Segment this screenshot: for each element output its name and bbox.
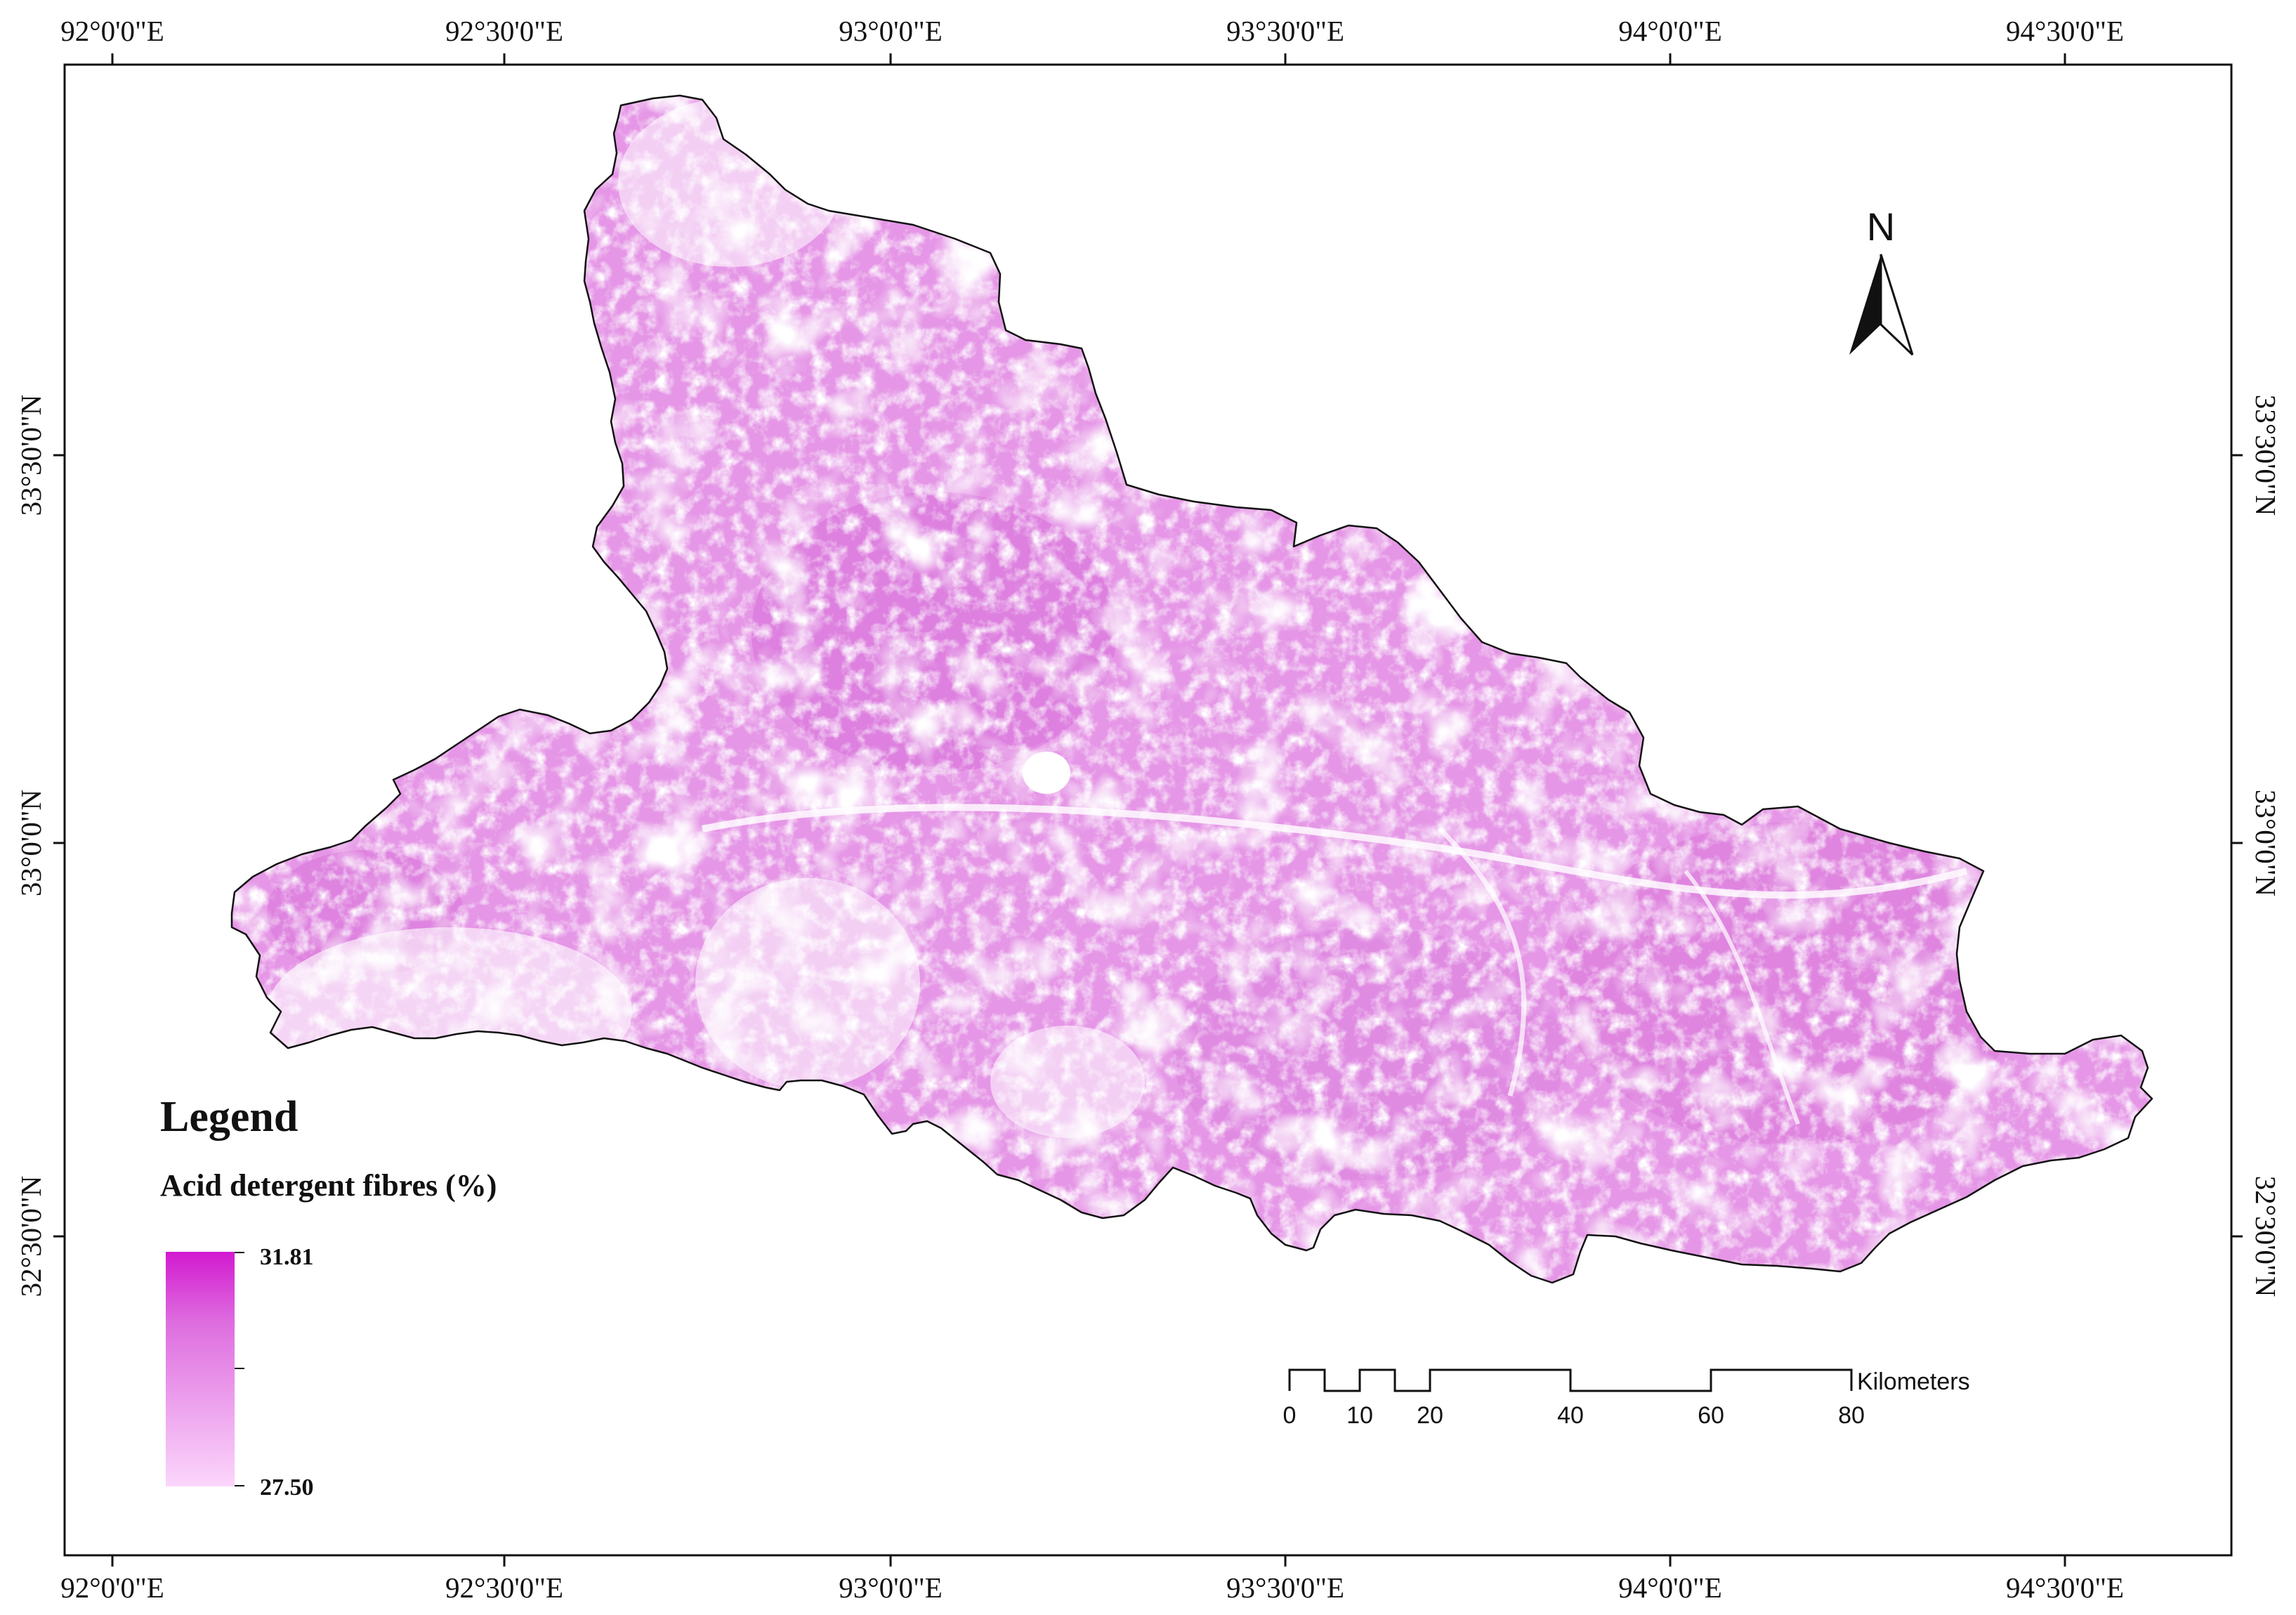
right-latitude-labels: 33°30'0"N 33°0'0"N 32°30'0"N — [2250, 395, 2282, 1297]
lake — [1023, 752, 1070, 794]
top-lon-label: 93°30'0"E — [1226, 15, 1344, 47]
bottom-lon-label: 93°0'0"E — [839, 1571, 943, 1604]
scale-tick-label: 10 — [1346, 1402, 1373, 1429]
left-latitude-labels: 33°30'0"N 33°0'0"N 32°30'0"N — [15, 395, 47, 1297]
right-lat-label: 32°30'0"N — [2250, 1176, 2282, 1297]
bottom-longitude-labels: 92°0'0"E 92°30'0"E 93°0'0"E 93°30'0"E 94… — [60, 1571, 2124, 1604]
right-lat-label: 33°30'0"N — [2250, 395, 2282, 516]
right-lat-label: 33°0'0"N — [2250, 790, 2282, 896]
left-lat-label: 33°30'0"N — [15, 395, 47, 516]
legend-subtitle: Acid detergent fibres (%) — [160, 1168, 497, 1203]
north-arrow-icon — [1849, 254, 1881, 355]
scale-tick-label: 80 — [1838, 1402, 1865, 1429]
top-lon-label: 94°0'0"E — [1618, 15, 1722, 47]
legend-max-label: 31.81 — [260, 1244, 314, 1270]
legend-min-label: 27.50 — [260, 1475, 314, 1500]
top-longitude-labels: 92°0'0"E 92°30'0"E 93°0'0"E 93°30'0"E 94… — [60, 15, 2124, 47]
light-zone — [618, 98, 843, 267]
top-lon-label: 92°0'0"E — [60, 15, 164, 47]
legend: Legend Acid detergent fibres (%) 31.81 2… — [160, 1093, 497, 1500]
scale-tick-label: 60 — [1698, 1402, 1724, 1429]
legend-color-ramp — [166, 1252, 235, 1486]
light-zone — [990, 1026, 1145, 1138]
light-zone — [695, 878, 920, 1089]
scale-unit-label: Kilometers — [1857, 1368, 1970, 1395]
north-label: N — [1867, 204, 1895, 249]
legend-title: Legend — [160, 1093, 298, 1141]
river — [702, 804, 1968, 899]
bottom-lon-label: 92°30'0"E — [445, 1571, 563, 1604]
left-lat-label: 33°0'0"N — [15, 790, 47, 896]
scale-tick-label: 40 — [1557, 1402, 1584, 1429]
frame-ticks — [53, 53, 2243, 1567]
river — [1684, 870, 1800, 1125]
region-boundary — [230, 94, 2153, 1284]
map-frame — [63, 63, 2233, 1557]
river — [1438, 827, 1527, 1097]
top-lon-label: 93°0'0"E — [839, 15, 943, 47]
left-lat-label: 32°30'0"N — [15, 1176, 47, 1297]
top-lon-label: 92°30'0"E — [445, 15, 563, 47]
bottom-lon-label: 94°30'0"E — [2006, 1571, 2124, 1604]
scale-bar: Kilometers 0 10 20 40 60 80 — [1283, 1368, 1970, 1429]
north-arrow: N — [1849, 204, 1914, 356]
scale-tick-label: 20 — [1417, 1402, 1443, 1429]
light-zone — [267, 927, 632, 1096]
top-lon-label: 94°30'0"E — [2006, 15, 2124, 47]
north-arrow-icon — [1880, 254, 1914, 356]
bottom-lon-label: 94°0'0"E — [1618, 1571, 1722, 1604]
scale-bar-line — [1288, 1368, 1853, 1392]
bottom-lon-label: 92°0'0"E — [60, 1571, 164, 1604]
scale-tick-label: 0 — [1283, 1402, 1297, 1429]
bottom-lon-label: 93°30'0"E — [1226, 1571, 1344, 1604]
